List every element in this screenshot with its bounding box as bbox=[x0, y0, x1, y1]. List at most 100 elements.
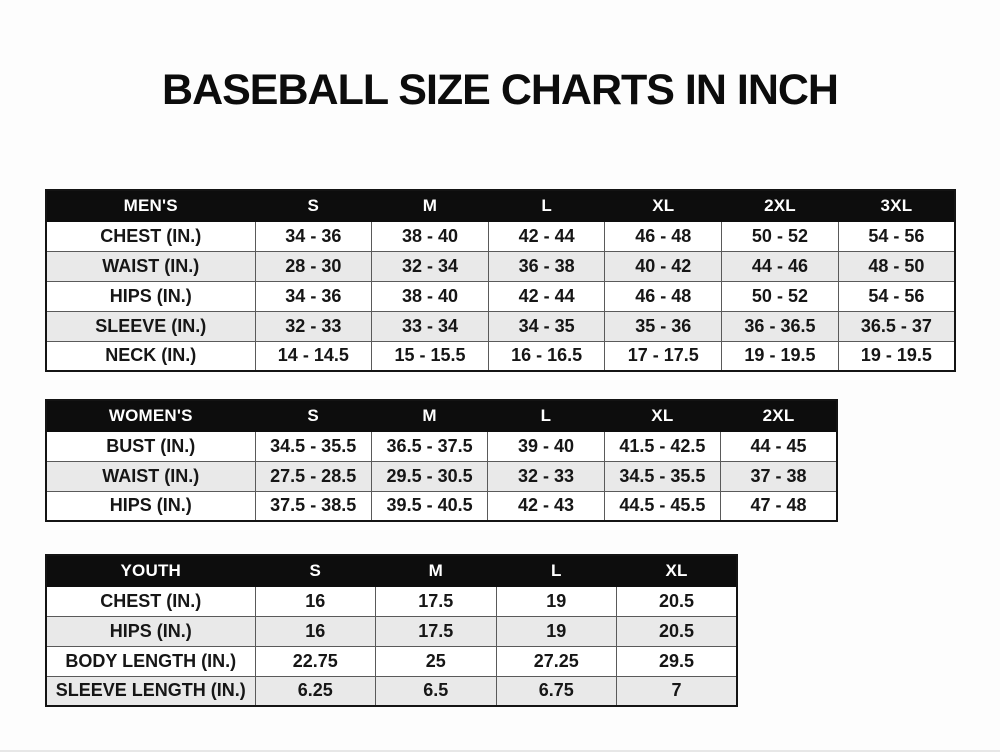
size-value: 42 - 43 bbox=[487, 490, 605, 522]
row-label: BUST (IN.) bbox=[45, 430, 256, 462]
size-value: 34 - 36 bbox=[254, 280, 373, 312]
size-value: 48 - 50 bbox=[837, 250, 956, 282]
size-value: 19 bbox=[495, 585, 617, 617]
table-row: BODY LENGTH (IN.) 22.75 25 27.25 29.5 bbox=[45, 645, 738, 677]
table-row: WAIST (IN.) 28 - 30 32 - 34 36 - 38 40 - 42 4… bbox=[45, 250, 956, 282]
table-row: CHEST (IN.) 34 - 36 38 - 40 42 - 44 46 - 48 5… bbox=[45, 220, 956, 252]
size-value: 7 bbox=[616, 675, 738, 707]
size-value: 19 - 19.5 bbox=[721, 340, 839, 372]
size-value: 36.5 - 37 bbox=[837, 310, 956, 342]
size-value: 44 - 46 bbox=[721, 250, 839, 282]
table-row: HIPS (IN.) 34 - 36 38 - 40 42 - 44 46 - 48 50… bbox=[45, 280, 956, 312]
size-value: 36 - 36.5 bbox=[721, 310, 839, 342]
size-value: 20.5 bbox=[616, 585, 738, 617]
size-value: 34 - 35 bbox=[487, 310, 606, 342]
table-group-header: WOMEN'S bbox=[45, 399, 256, 432]
size-value: 54 - 56 bbox=[837, 280, 956, 312]
table-row: HIPS (IN.) 37.5 - 38.5 39.5 - 40.5 42 - 43 4… bbox=[45, 490, 838, 522]
size-value: 36.5 - 37.5 bbox=[370, 430, 489, 462]
row-label: CHEST (IN.) bbox=[45, 585, 256, 617]
column-header: M bbox=[375, 554, 497, 587]
column-header: L bbox=[487, 189, 606, 222]
table-row: BUST (IN.) 34.5 - 35.5 36.5 - 37.5 39 - 40 4… bbox=[45, 430, 838, 462]
header-row: MEN'S S M L XL 2XL 3XL bbox=[45, 189, 956, 222]
page-bottom-edge bbox=[0, 750, 1000, 752]
size-value: 6.25 bbox=[254, 675, 376, 707]
table-group-header: YOUTH bbox=[45, 554, 256, 587]
table-row: SLEEVE (IN.) 32 - 33 33 - 34 34 - 35 35 - 36… bbox=[45, 310, 956, 342]
size-value: 20.5 bbox=[616, 615, 738, 647]
size-value: 29.5 - 30.5 bbox=[370, 460, 489, 492]
row-label: HIPS (IN.) bbox=[45, 490, 256, 522]
size-value: 14 - 14.5 bbox=[254, 340, 373, 372]
size-value: 17.5 bbox=[375, 615, 497, 647]
table-row: WAIST (IN.) 27.5 - 28.5 29.5 - 30.5 32 - 33… bbox=[45, 460, 838, 492]
size-value: 6.75 bbox=[495, 675, 617, 707]
size-value: 35 - 36 bbox=[604, 310, 723, 342]
size-value: 39.5 - 40.5 bbox=[370, 490, 489, 522]
table-row: CHEST (IN.) 16 17.5 19 20.5 bbox=[45, 585, 738, 617]
size-value: 46 - 48 bbox=[604, 220, 723, 252]
column-header: S bbox=[254, 554, 376, 587]
size-value: 15 - 15.5 bbox=[371, 340, 489, 372]
header-row: WOMEN'S S M L XL 2XL bbox=[45, 399, 838, 432]
column-header: S bbox=[254, 399, 372, 432]
size-value: 32 - 33 bbox=[254, 310, 373, 342]
size-value: 28 - 30 bbox=[254, 250, 373, 282]
size-value: 17 - 17.5 bbox=[604, 340, 723, 372]
size-value: 36 - 38 bbox=[487, 250, 606, 282]
size-value: 38 - 40 bbox=[371, 220, 489, 252]
size-value: 19 - 19.5 bbox=[837, 340, 956, 372]
table-row: HIPS (IN.) 16 17.5 19 20.5 bbox=[45, 615, 738, 647]
page-title: BASEBALL SIZE CHARTS IN INCH bbox=[162, 66, 839, 114]
size-value: 50 - 52 bbox=[721, 220, 839, 252]
size-value: 34 - 36 bbox=[254, 220, 373, 252]
size-value: 16 bbox=[254, 615, 376, 647]
size-value: 54 - 56 bbox=[837, 220, 956, 252]
row-label: SLEEVE LENGTH (IN.) bbox=[45, 675, 256, 707]
column-header: XL bbox=[603, 399, 722, 432]
size-value: 34.5 - 35.5 bbox=[603, 460, 722, 492]
row-label: CHEST (IN.) bbox=[45, 220, 256, 252]
size-value: 42 - 44 bbox=[487, 220, 606, 252]
size-value: 37.5 - 38.5 bbox=[254, 490, 372, 522]
size-value: 6.5 bbox=[375, 675, 497, 707]
size-value: 22.75 bbox=[254, 645, 376, 677]
size-value: 38 - 40 bbox=[371, 280, 489, 312]
size-value: 16 bbox=[254, 585, 376, 617]
size-value: 16 - 16.5 bbox=[487, 340, 606, 372]
table-row: SLEEVE LENGTH (IN.) 6.25 6.5 6.75 7 bbox=[45, 675, 738, 707]
size-value: 44.5 - 45.5 bbox=[603, 490, 722, 522]
size-value: 42 - 44 bbox=[487, 280, 606, 312]
column-header: 2XL bbox=[720, 399, 838, 432]
row-label: SLEEVE (IN.) bbox=[45, 310, 256, 342]
size-value: 27.25 bbox=[495, 645, 617, 677]
column-header: 2XL bbox=[721, 189, 839, 222]
column-header: M bbox=[371, 189, 489, 222]
youth-size-table: YOUTH S M L XL CHEST (IN.) 16 17.5 19 20.5 HIPS (I… bbox=[45, 554, 738, 707]
womens-size-table: WOMEN'S S M L XL 2XL BUST (IN.) 34.5 - 35.5 36.5… bbox=[45, 399, 838, 522]
size-value: 29.5 bbox=[616, 645, 738, 677]
row-label: BODY LENGTH (IN.) bbox=[45, 645, 256, 677]
row-label: HIPS (IN.) bbox=[45, 280, 256, 312]
row-label: WAIST (IN.) bbox=[45, 460, 256, 492]
size-value: 40 - 42 bbox=[604, 250, 723, 282]
size-value: 37 - 38 bbox=[720, 460, 838, 492]
table-group-header: MEN'S bbox=[45, 189, 256, 222]
column-header: XL bbox=[604, 189, 723, 222]
size-value: 17.5 bbox=[375, 585, 497, 617]
row-label: HIPS (IN.) bbox=[45, 615, 256, 647]
column-header: L bbox=[487, 399, 605, 432]
size-value: 33 - 34 bbox=[371, 310, 489, 342]
column-header: S bbox=[254, 189, 373, 222]
column-header: L bbox=[495, 554, 617, 587]
column-header: XL bbox=[616, 554, 738, 587]
size-value: 27.5 - 28.5 bbox=[254, 460, 372, 492]
size-value: 34.5 - 35.5 bbox=[254, 430, 372, 462]
size-value: 25 bbox=[375, 645, 497, 677]
header-row: YOUTH S M L XL bbox=[45, 554, 738, 587]
column-header: 3XL bbox=[837, 189, 956, 222]
size-value: 32 - 33 bbox=[487, 460, 605, 492]
size-value: 46 - 48 bbox=[604, 280, 723, 312]
